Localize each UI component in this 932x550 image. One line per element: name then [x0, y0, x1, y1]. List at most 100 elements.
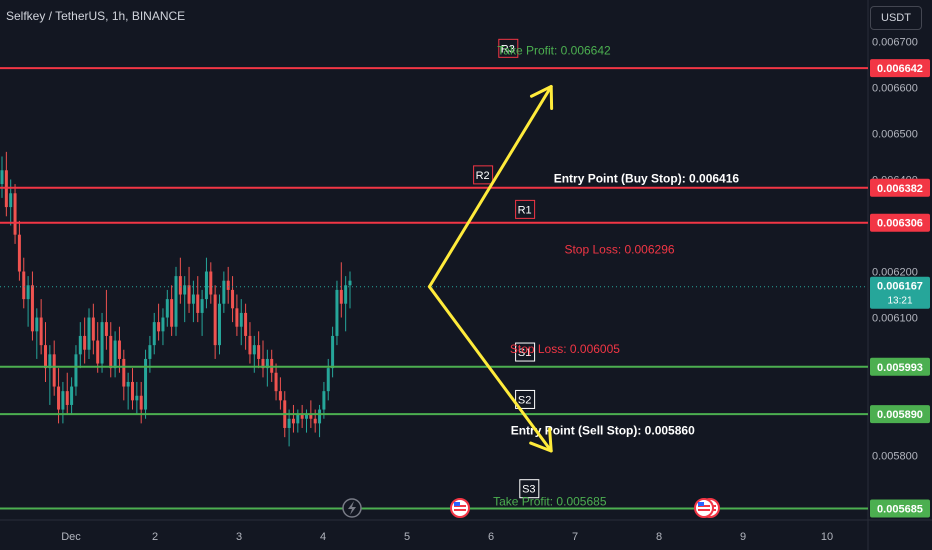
candle-body: [244, 312, 248, 336]
candle-body: [100, 322, 104, 364]
candle-body: [157, 322, 161, 332]
level-label-box-s2: [515, 389, 536, 409]
candle-body: [265, 358, 269, 369]
candle-body: [318, 409, 322, 424]
last-price-text: 0.006167: [877, 281, 923, 293]
candles-group: [0, 151, 352, 447]
candle-body: [44, 345, 47, 369]
price-tag-text: 0.005993: [877, 362, 923, 374]
us-flag-event-icon: [694, 498, 714, 518]
candle-body: [9, 193, 13, 208]
projection-arrow-head: [529, 427, 553, 453]
candle-body: [152, 322, 156, 346]
us-flag-event-icon: [450, 498, 470, 518]
x-tick-label: 9: [740, 531, 746, 543]
annotation-text: Entry Point (Sell Stop): 0.005860: [511, 423, 695, 437]
flag-canton: [454, 502, 460, 506]
candle-body: [226, 280, 230, 290]
candle-body: [204, 271, 208, 300]
candle-body: [148, 345, 152, 359]
level-label-r1: R1: [518, 204, 532, 216]
price-tag-r1: [870, 213, 930, 232]
price-tag-s1: [870, 357, 930, 376]
candle-body: [91, 317, 95, 341]
candle-body: [183, 285, 187, 295]
flag-stripe: [454, 509, 466, 511]
price-tag-text: 0.006382: [877, 183, 923, 195]
annotation-text: Stop Loss: 0.006005: [510, 342, 620, 356]
y-tick-label: 0.006100: [872, 313, 918, 325]
candle-body: [0, 170, 4, 185]
candle-body: [126, 381, 130, 387]
candle-body: [335, 289, 339, 336]
candle-body: [322, 391, 326, 410]
candle-body: [174, 276, 178, 327]
candle-body: [131, 381, 134, 401]
candle-body: [274, 372, 278, 392]
x-tick-label: 3: [236, 531, 242, 543]
candle-body: [22, 271, 26, 300]
y-tick-label: 0.006700: [872, 36, 918, 48]
candle-body: [200, 299, 204, 313]
candle-body: [296, 414, 300, 424]
candle-body: [109, 335, 113, 369]
candle-body: [178, 276, 182, 295]
candle-body: [144, 358, 148, 410]
price-tag-r3: [870, 59, 930, 78]
candle-body: [209, 271, 213, 295]
candle-body: [165, 299, 169, 318]
currency-button[interactable]: USDT: [870, 6, 922, 30]
candle-body: [252, 345, 256, 355]
x-tick-label: 8: [656, 531, 662, 543]
candle-body: [257, 345, 261, 359]
candle-body: [70, 386, 74, 405]
x-tick-label: 10: [821, 531, 833, 543]
x-tick-label: 6: [488, 531, 494, 543]
candle-body: [39, 317, 43, 346]
y-tick-label: 0.006500: [872, 128, 918, 140]
candle-body: [291, 418, 295, 424]
candle-body: [344, 285, 348, 304]
level-label-box-r3: [498, 38, 519, 58]
level-label-box-s1: [515, 342, 536, 362]
candle-body: [78, 335, 82, 355]
candle-body: [261, 358, 265, 369]
candle-body: [278, 391, 282, 401]
candle-body: [122, 358, 126, 387]
candle-body: [65, 391, 69, 405]
candle-body: [52, 354, 56, 387]
candle-body: [348, 280, 352, 286]
candle-body: [104, 322, 108, 336]
level-label-s3: S3: [522, 484, 535, 496]
candle-body: [222, 280, 226, 304]
candle-body: [287, 418, 291, 428]
candle-body: [83, 335, 87, 350]
x-tick-label: 2: [152, 531, 158, 543]
candle-body: [48, 354, 52, 369]
countdown-text: 13:21: [887, 296, 912, 307]
x-tick-label: 4: [320, 531, 326, 543]
candle-body: [235, 308, 239, 327]
projection-arrow-line: [427, 85, 553, 289]
candle-body: [300, 414, 304, 419]
annotation-text: Take Profit: 0.005685: [493, 495, 607, 509]
price-tag-r2: [870, 178, 930, 197]
candle-body: [135, 395, 139, 401]
x-tick-label: 5: [404, 531, 410, 543]
lightning-event-icon: [342, 498, 362, 518]
candle-body: [170, 299, 174, 327]
candle-body: [161, 317, 165, 332]
candle-body: [26, 285, 30, 300]
level-label-r2: R2: [476, 170, 490, 182]
candle-body: [218, 303, 221, 346]
level-label-r3: R3: [501, 43, 515, 55]
flag-circle: [450, 498, 470, 518]
level-label-box-r1: [515, 199, 536, 219]
candle-body: [326, 368, 330, 392]
y-tick-label: 0.006600: [872, 82, 918, 94]
y-tick-label: 0.006200: [872, 267, 918, 279]
candle-body: [87, 317, 91, 350]
candle-body: [57, 386, 61, 410]
